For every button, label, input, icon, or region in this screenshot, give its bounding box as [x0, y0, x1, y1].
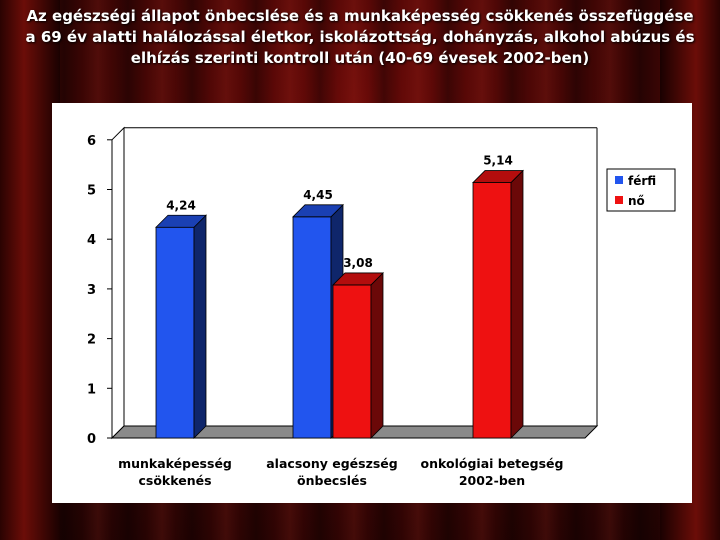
bar-side-no — [510, 169, 524, 439]
y-tick-label: 4 — [87, 233, 96, 248]
category-label: munkaképesség — [118, 456, 232, 471]
y-tick-label: 2 — [87, 333, 96, 348]
data-label: 4,45 — [303, 188, 333, 202]
bar-top-ferfi — [292, 204, 344, 218]
bar-front-no — [472, 182, 512, 439]
bar-side-ferfi — [193, 214, 207, 439]
category-label: alacsony egészség — [266, 456, 397, 471]
category-label: csökkenés — [138, 473, 211, 488]
bar-front-ferfi — [155, 226, 195, 439]
legend-label-ferfi: férfi — [628, 174, 656, 188]
bar-front-ferfi — [292, 216, 332, 439]
side-wall — [111, 126, 125, 440]
bar-chart: 0 1 2 3 4 5 6 4,24 munkaképesség csökkenés 4,45 3,0… — [87, 126, 676, 488]
y-tick-label: 5 — [87, 184, 96, 199]
bar-top-no — [332, 272, 384, 286]
data-label: 4,24 — [166, 198, 196, 212]
data-label: 5,14 — [483, 154, 513, 168]
bar-top-no — [472, 170, 524, 183]
y-tick-label: 6 — [87, 134, 96, 149]
category-label: onkológiai betegség — [421, 456, 564, 471]
bar-side-no — [370, 271, 384, 439]
category-label: 2002-ben — [459, 473, 525, 488]
data-label: 3,08 — [343, 256, 373, 270]
legend-swatch-ferfi — [615, 176, 623, 184]
slide-title: Az egészségi állapot önbecslése és a mun… — [25, 7, 695, 67]
bar-front-no — [332, 284, 372, 439]
chart-panel: 0 1 2 3 4 5 6 4,24 munkaképesség csökkenés 4,45 3,0… — [52, 103, 692, 503]
y-tick-label: 1 — [87, 382, 96, 397]
category-label: önbecslés — [297, 473, 367, 488]
y-tick-label: 3 — [87, 283, 96, 298]
bar-top-ferfi — [155, 214, 207, 228]
curtain-left — [0, 0, 60, 540]
y-tick-label: 0 — [87, 432, 96, 447]
legend-label-no: nő — [628, 194, 645, 208]
legend-swatch-no — [615, 196, 623, 204]
